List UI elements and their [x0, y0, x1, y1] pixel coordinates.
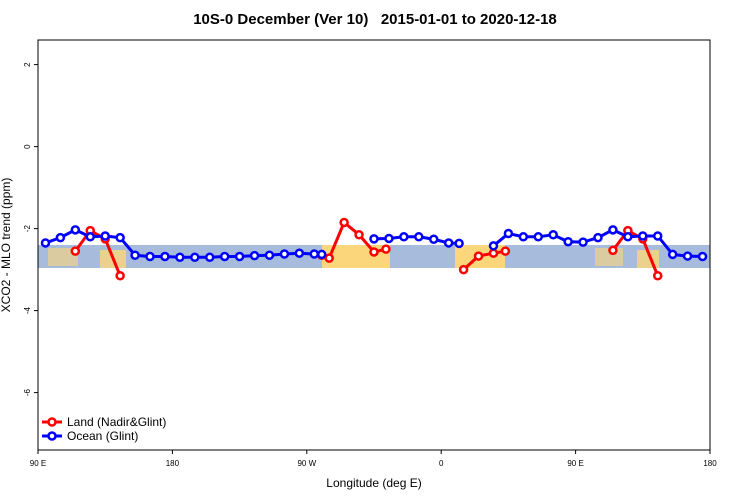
point	[160, 251, 170, 262]
point	[593, 232, 603, 243]
point	[608, 225, 618, 235]
point	[316, 249, 327, 260]
point	[369, 234, 379, 244]
point	[70, 246, 81, 256]
point	[354, 230, 364, 240]
point	[339, 217, 349, 228]
point	[264, 250, 275, 260]
point	[234, 251, 245, 262]
x-tick-label: 180	[703, 459, 717, 468]
y-axis-label: XCO2 - MLO trend (ppm)	[0, 178, 13, 313]
point	[219, 251, 230, 262]
point	[381, 244, 391, 254]
point	[518, 232, 529, 242]
point	[115, 232, 125, 243]
point	[454, 238, 464, 249]
legend-label: Ocean (Glint)	[67, 429, 138, 443]
y-tick-label: 0	[23, 144, 32, 149]
point	[533, 232, 544, 242]
point	[115, 271, 125, 281]
point	[548, 230, 558, 240]
point	[384, 233, 394, 244]
point	[682, 251, 693, 261]
point	[623, 232, 633, 242]
point	[563, 236, 573, 247]
point	[399, 232, 409, 242]
point	[70, 225, 81, 235]
point	[324, 253, 334, 263]
x-tick-label: 90 E	[567, 459, 583, 468]
series-line	[74, 220, 660, 277]
x-tick-label: 0	[439, 459, 444, 468]
point	[130, 250, 140, 260]
point	[100, 231, 110, 241]
y-tick-label: -2	[23, 224, 32, 232]
legend-marker	[47, 417, 57, 427]
point	[145, 251, 155, 262]
point	[500, 246, 511, 256]
point	[190, 252, 200, 263]
point	[414, 232, 424, 242]
point	[458, 264, 469, 275]
point	[488, 241, 499, 251]
x-tick-label: 90 E	[30, 459, 46, 468]
x-tick-label: 180	[166, 459, 180, 468]
point	[488, 248, 499, 258]
point	[503, 228, 514, 239]
x-axis-label: Longitude (deg E)	[326, 476, 421, 490]
point	[40, 238, 51, 248]
point	[578, 237, 588, 247]
point	[652, 231, 663, 241]
point	[55, 232, 66, 243]
y-tick-label: -4	[23, 306, 32, 314]
chart-title: 10S-0 December (Ver 10) 2015-01-01 to 20…	[193, 11, 557, 28]
point	[697, 251, 708, 262]
plot-frame	[37, 39, 711, 451]
point	[443, 238, 454, 248]
legend-label: Land (Nadir&Glint)	[67, 415, 166, 429]
point	[369, 247, 379, 257]
y-tick-label: -6	[23, 388, 32, 396]
point	[85, 232, 96, 242]
point	[175, 252, 185, 263]
y-tick-label: 2	[23, 62, 32, 67]
legend-marker	[47, 431, 57, 441]
point	[667, 249, 678, 260]
x-tick-label: 90 W	[297, 459, 316, 468]
point	[638, 231, 648, 241]
point	[473, 251, 484, 261]
point	[204, 252, 215, 263]
point	[294, 248, 305, 258]
point	[309, 249, 320, 259]
point	[608, 245, 618, 256]
point	[652, 271, 663, 281]
point	[428, 234, 439, 245]
point	[279, 249, 290, 259]
point	[249, 250, 260, 261]
